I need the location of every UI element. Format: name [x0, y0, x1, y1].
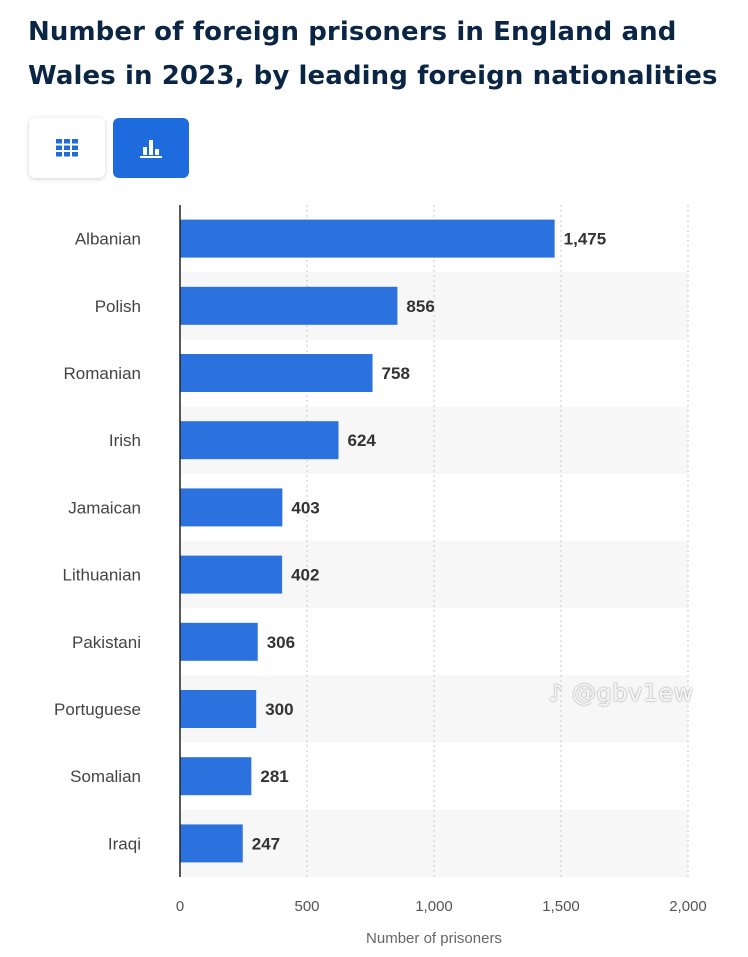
x-tick-label: 500: [294, 898, 319, 915]
category-label: Portuguese: [54, 700, 141, 719]
category-label: Romanian: [64, 364, 142, 383]
category-label: Jamaican: [68, 498, 141, 517]
table-view-button[interactable]: [29, 118, 105, 178]
tiktok-icon: ♪: [548, 679, 564, 707]
value-label: 758: [382, 364, 410, 383]
bar-jamaican[interactable]: [180, 488, 283, 527]
value-label: 247: [252, 834, 280, 853]
table-grid-icon: [56, 139, 78, 157]
value-label: 306: [267, 633, 295, 652]
x-tick-label: 0: [176, 898, 184, 915]
value-label: 624: [347, 431, 376, 450]
bar-iraqi[interactable]: [180, 824, 243, 863]
value-label: 403: [291, 498, 319, 517]
watermark: ♪ @gbv1ew: [548, 679, 694, 707]
bar-romanian[interactable]: [180, 354, 373, 392]
value-label: 402: [291, 566, 319, 585]
category-label: Albanian: [75, 230, 141, 249]
bar-portuguese[interactable]: [180, 690, 257, 728]
value-label: 281: [260, 767, 288, 786]
x-axis-title: Number of prisoners: [366, 930, 502, 947]
x-tick-label: 1,500: [542, 898, 580, 915]
category-label: Polish: [95, 297, 141, 316]
category-label: Lithuanian: [63, 566, 141, 585]
chart-title: Number of foreign prisoners in England a…: [28, 17, 718, 91]
bar-somalian[interactable]: [180, 757, 252, 796]
bar-chart-icon: [140, 140, 162, 158]
category-label: Pakistani: [72, 633, 141, 652]
bar-lithuanian[interactable]: [180, 555, 283, 594]
category-label: Iraqi: [108, 834, 141, 853]
x-tick-label: 2,000: [669, 898, 707, 915]
bar-albanian[interactable]: [180, 219, 555, 258]
category-label: Somalian: [70, 767, 141, 786]
value-label: 1,475: [564, 230, 607, 249]
bar-irish[interactable]: [180, 421, 339, 460]
bar-pakistani[interactable]: [180, 622, 258, 661]
value-label: 856: [406, 297, 434, 316]
value-label: 300: [265, 700, 293, 719]
x-tick-label: 1,000: [415, 898, 453, 915]
chart-view-button[interactable]: [113, 118, 189, 178]
bar-polish[interactable]: [180, 286, 398, 325]
watermark-text: @gbv1ew: [571, 679, 694, 707]
category-label: Irish: [109, 431, 141, 450]
